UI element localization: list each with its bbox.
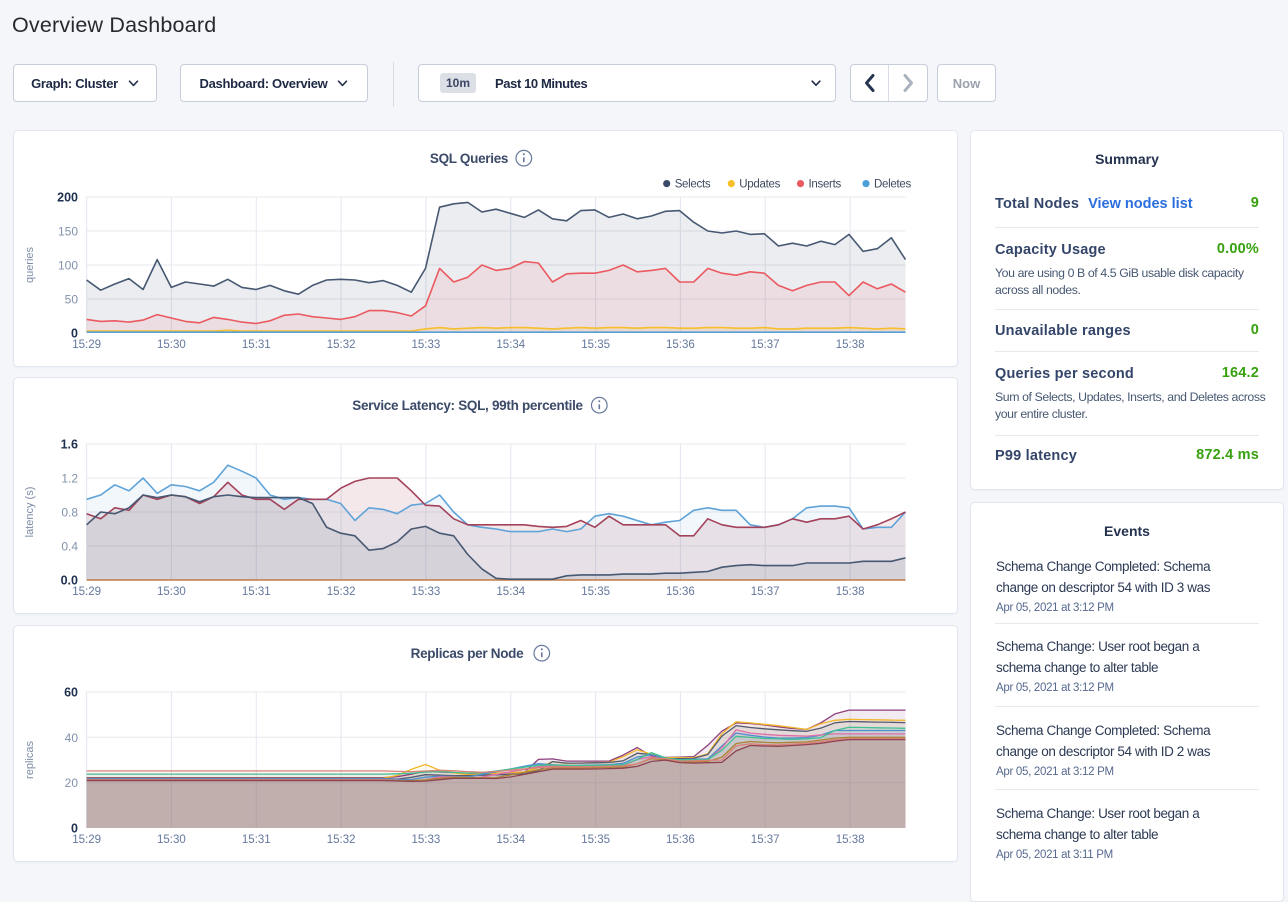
svg-text:40: 40 — [65, 731, 79, 745]
svg-text:50: 50 — [65, 293, 79, 307]
svg-text:Replicas per Node: Replicas per Node — [411, 646, 524, 661]
svg-text:Selects: Selects — [675, 179, 711, 191]
svg-text:15:32: 15:32 — [327, 586, 356, 598]
svg-text:15:35: 15:35 — [581, 339, 610, 351]
svg-text:15:29: 15:29 — [72, 586, 101, 598]
svg-text:15:37: 15:37 — [751, 834, 780, 846]
svg-text:15:30: 15:30 — [157, 834, 186, 846]
svg-text:100: 100 — [58, 259, 78, 273]
svg-text:15:38: 15:38 — [836, 339, 865, 351]
svg-text:15:31: 15:31 — [242, 339, 271, 351]
svg-text:0.0: 0.0 — [61, 574, 78, 588]
svg-text:15:37: 15:37 — [751, 339, 780, 351]
svg-text:latency (s): latency (s) — [24, 487, 36, 538]
svg-text:15:31: 15:31 — [242, 586, 271, 598]
svg-text:Inserts: Inserts — [809, 179, 842, 191]
svg-text:15:36: 15:36 — [666, 339, 695, 351]
svg-text:15:37: 15:37 — [751, 586, 780, 598]
svg-text:0: 0 — [71, 822, 78, 836]
svg-text:15:31: 15:31 — [242, 834, 271, 846]
svg-text:0.4: 0.4 — [61, 540, 78, 554]
svg-text:15:36: 15:36 — [666, 834, 695, 846]
svg-text:15:38: 15:38 — [836, 586, 865, 598]
svg-text:15:29: 15:29 — [72, 339, 101, 351]
svg-text:1.6: 1.6 — [61, 438, 78, 452]
svg-text:15:33: 15:33 — [412, 834, 441, 846]
svg-text:15:29: 15:29 — [72, 834, 101, 846]
svg-text:15:33: 15:33 — [412, 339, 441, 351]
svg-text:Deletes: Deletes — [874, 179, 911, 191]
svg-text:replicas: replicas — [24, 741, 36, 779]
svg-text:Service Latency: SQL, 99th per: Service Latency: SQL, 99th percentile — [352, 398, 583, 413]
svg-text:queries: queries — [24, 246, 36, 283]
svg-text:15:38: 15:38 — [836, 834, 865, 846]
svg-text:15:34: 15:34 — [496, 834, 525, 846]
svg-text:15:33: 15:33 — [412, 586, 441, 598]
svg-text:15:30: 15:30 — [157, 586, 186, 598]
svg-text:0.8: 0.8 — [61, 506, 78, 520]
svg-text:20: 20 — [65, 776, 79, 790]
svg-text:200: 200 — [57, 191, 78, 205]
svg-text:0: 0 — [71, 327, 78, 341]
svg-text:Updates: Updates — [739, 179, 780, 191]
svg-text:1.2: 1.2 — [61, 472, 78, 486]
svg-text:15:34: 15:34 — [496, 339, 525, 351]
svg-text:150: 150 — [58, 225, 78, 239]
svg-text:60: 60 — [64, 686, 78, 700]
svg-text:15:36: 15:36 — [666, 586, 695, 598]
svg-text:15:32: 15:32 — [327, 339, 356, 351]
svg-text:15:35: 15:35 — [581, 586, 610, 598]
svg-text:SQL Queries: SQL Queries — [430, 151, 508, 166]
svg-text:15:30: 15:30 — [157, 339, 186, 351]
svg-text:15:35: 15:35 — [581, 834, 610, 846]
svg-text:15:32: 15:32 — [327, 834, 356, 846]
svg-text:15:34: 15:34 — [496, 586, 525, 598]
